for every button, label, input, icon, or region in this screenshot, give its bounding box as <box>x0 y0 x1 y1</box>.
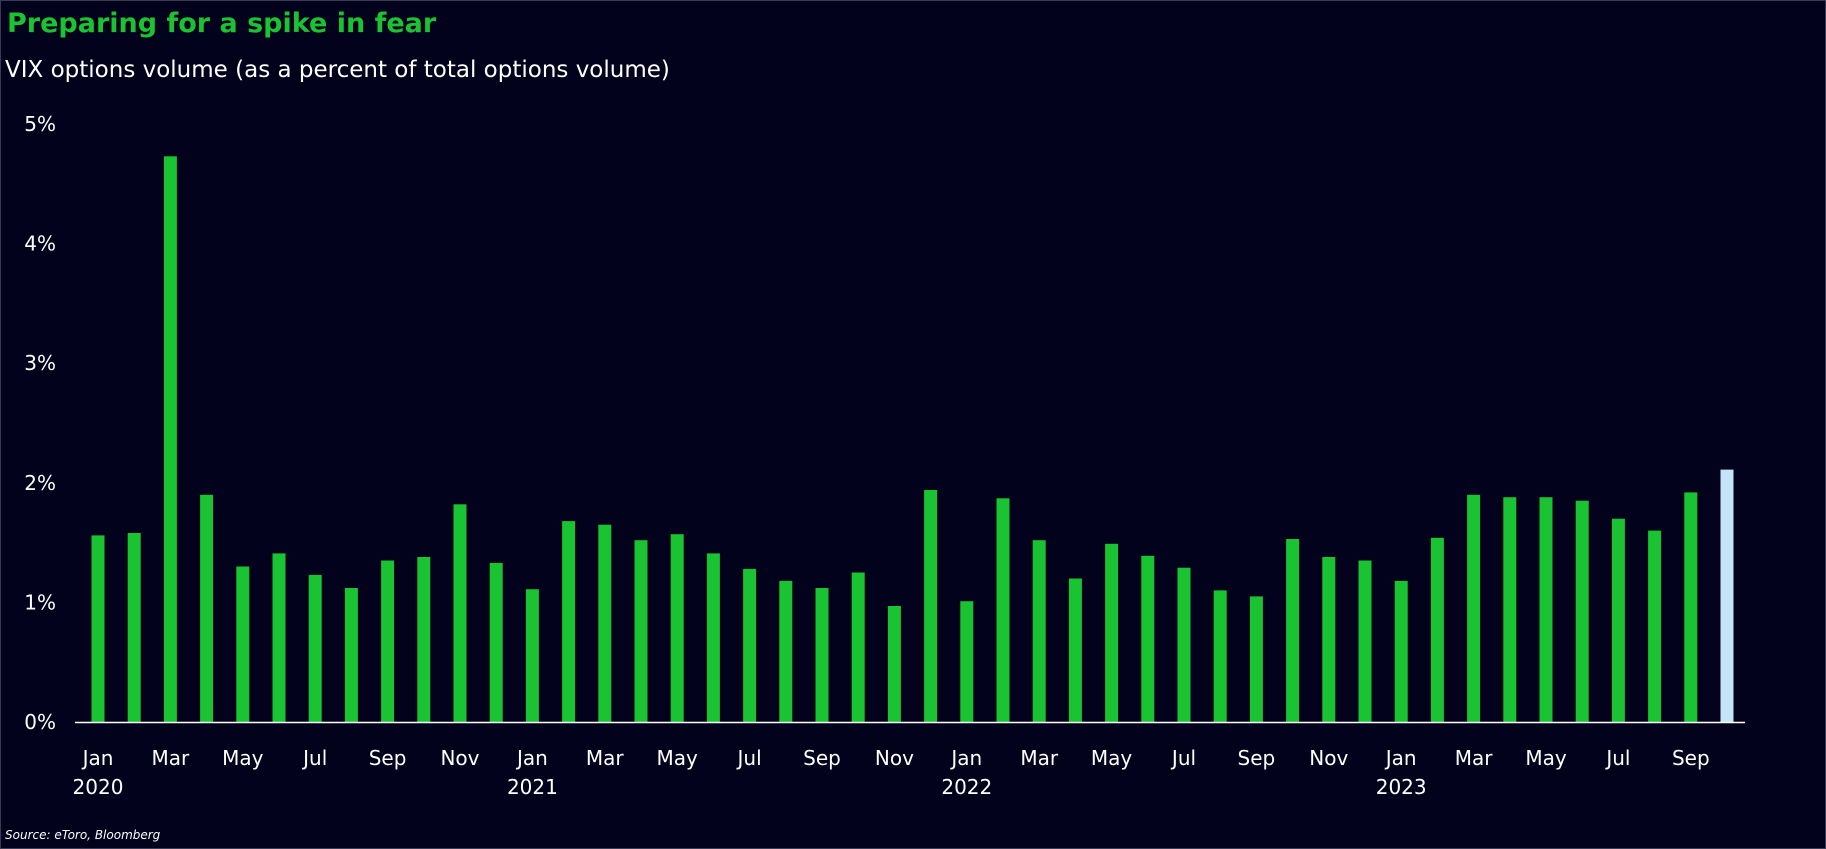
bar <box>851 572 865 722</box>
bar <box>1286 539 1300 722</box>
bar <box>417 557 431 722</box>
bar <box>670 534 684 722</box>
bar <box>1430 537 1444 722</box>
y-tick-label: 3% <box>24 351 56 375</box>
x-tick-label: Jan <box>515 746 548 770</box>
x-tick-label: Nov <box>1309 746 1348 770</box>
x-tick-label: Jan <box>81 746 114 770</box>
bar <box>200 494 214 722</box>
bar <box>1503 497 1517 722</box>
x-tick-label: Jan <box>949 746 982 770</box>
x-tick-label: May <box>1091 746 1133 770</box>
y-tick-label: 5% <box>24 112 56 136</box>
bar <box>1467 494 1481 722</box>
bar <box>91 535 105 722</box>
x-axis-years: 2020 2021 2022 2023 <box>73 775 1427 799</box>
bar <box>1032 540 1046 722</box>
bar <box>1105 543 1119 722</box>
year-label: 2021 <box>507 775 558 799</box>
x-tick-label: Mar <box>1020 746 1059 770</box>
bar <box>996 498 1010 722</box>
bar <box>1684 492 1698 722</box>
bar <box>236 566 250 722</box>
bar <box>1648 530 1662 722</box>
bar <box>706 553 720 722</box>
x-tick-label: Mar <box>152 746 191 770</box>
x-tick-label: Mar <box>1455 746 1494 770</box>
bars <box>91 156 1734 723</box>
bar <box>127 533 141 722</box>
x-tick-label: May <box>222 746 264 770</box>
bar <box>163 156 177 723</box>
x-tick-label: Nov <box>875 746 914 770</box>
x-tick-label: Jul <box>301 746 327 770</box>
year-label: 2022 <box>941 775 992 799</box>
y-tick-label: 0% <box>24 710 56 734</box>
y-tick-label: 2% <box>24 471 56 495</box>
bar <box>1141 555 1155 722</box>
bar <box>344 588 358 722</box>
chart-title: Preparing for a spike in fear <box>7 8 437 39</box>
year-label: 2023 <box>1376 775 1427 799</box>
x-tick-label: May <box>1525 746 1567 770</box>
x-tick-label: Mar <box>586 746 625 770</box>
x-tick-label: Jul <box>1604 746 1630 770</box>
bar <box>1213 590 1227 722</box>
x-tick-label: Jan <box>1384 746 1417 770</box>
bar <box>960 601 974 722</box>
bar <box>779 580 793 722</box>
x-axis-ticks: Jan Mar May Jul Sep Nov Jan Mar May Jul Sep Nov Jan M… <box>81 746 1710 770</box>
bar <box>598 524 612 722</box>
source-note: Source: eToro, Bloomberg <box>5 828 161 842</box>
bar <box>453 504 467 722</box>
bar <box>562 521 576 722</box>
bar <box>1575 500 1589 722</box>
y-tick-label: 1% <box>24 590 56 614</box>
chart-subtitle: VIX options volume (as a percent of tota… <box>5 57 670 83</box>
bar <box>1539 497 1553 722</box>
bar <box>1358 560 1372 722</box>
y-tick-label: 4% <box>24 232 56 256</box>
year-label: 2020 <box>73 775 124 799</box>
x-tick-label: Sep <box>803 746 841 770</box>
bar <box>308 574 322 722</box>
bar <box>1611 518 1625 722</box>
bar <box>743 568 757 722</box>
x-tick-label: Jul <box>736 746 762 770</box>
bar <box>381 560 395 722</box>
bar <box>634 540 648 722</box>
x-tick-label: Nov <box>440 746 479 770</box>
bar <box>525 589 539 722</box>
x-tick-label: Sep <box>369 746 407 770</box>
bar <box>887 606 901 722</box>
bar <box>815 588 829 722</box>
y-axis-ticks: 0% 1% 2% 3% 4% 5% <box>24 112 56 734</box>
bar <box>1249 596 1263 722</box>
bar <box>1394 580 1408 722</box>
bar <box>1322 557 1336 722</box>
x-tick-label: Sep <box>1238 746 1276 770</box>
bar <box>1177 567 1191 722</box>
x-tick-label: May <box>657 746 699 770</box>
bar <box>1068 578 1082 722</box>
bar <box>1720 469 1734 722</box>
x-tick-label: Sep <box>1672 746 1710 770</box>
bar <box>924 490 938 722</box>
bar <box>272 553 286 722</box>
x-tick-label: Jul <box>1170 746 1196 770</box>
bar <box>489 562 503 722</box>
